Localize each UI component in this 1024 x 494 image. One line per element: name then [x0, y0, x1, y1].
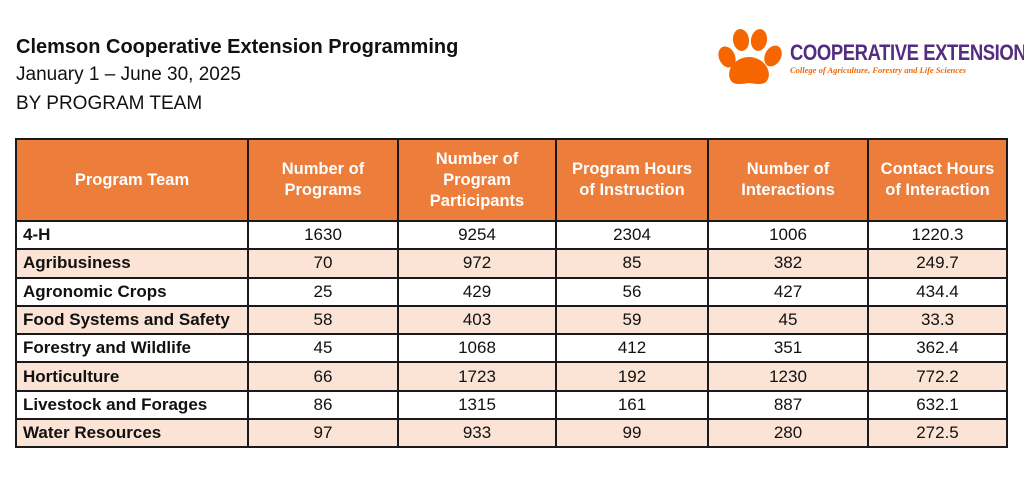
column-header-number-of-participants: Number of Program Participants — [397, 138, 557, 222]
program-team-cell: Water Resources — [15, 418, 249, 449]
grouping-label: BY PROGRAM TEAM — [16, 93, 203, 114]
table-cell: 33.3 — [867, 304, 1008, 336]
table-cell: 66 — [247, 361, 399, 392]
table-cell: 1220.3 — [867, 219, 1008, 251]
table-cell: 280 — [707, 418, 869, 449]
table-cell: 412 — [555, 333, 709, 364]
program-team-cell: Agribusiness — [15, 248, 249, 279]
table-cell: 429 — [397, 276, 557, 307]
table-cell: 70 — [247, 248, 399, 279]
column-header-hours-of-instruction: Program Hours of Instruction — [555, 138, 709, 222]
logo-text: COOPERATIVE EXTENSION College of Agricul… — [790, 39, 1024, 75]
table-row: Livestock and Forages 86 1315 161 887 63… — [15, 389, 1008, 421]
column-header-program-team: Program Team — [15, 138, 249, 222]
column-header-contact-hours: Contact Hours of Interaction — [867, 138, 1008, 222]
table-cell: 59 — [555, 304, 709, 336]
program-team-cell: Horticulture — [15, 361, 249, 392]
title-block: Clemson Cooperative Extension Programmin… — [16, 34, 458, 118]
column-header-number-of-programs: Number of Programs — [247, 138, 399, 222]
table-cell: 434.4 — [867, 276, 1008, 307]
paw-icon — [718, 29, 782, 85]
program-team-cell: Agronomic Crops — [15, 276, 249, 307]
logo-name: COOPERATIVE EXTENSION — [790, 39, 1024, 65]
table-cell: 1723 — [397, 361, 557, 392]
table-cell: 1068 — [397, 333, 557, 364]
table-cell: 972 — [397, 248, 557, 279]
program-team-cell: Forestry and Wildlife — [15, 333, 249, 364]
table-cell: 99 — [555, 418, 709, 449]
table-cell: 2304 — [555, 219, 709, 251]
program-team-cell: Livestock and Forages — [15, 389, 249, 421]
table-cell: 192 — [555, 361, 709, 392]
table-cell: 933 — [397, 418, 557, 449]
table-cell: 362.4 — [867, 333, 1008, 364]
table-cell: 272.5 — [867, 418, 1008, 449]
table-cell: 772.2 — [867, 361, 1008, 392]
table-cell: 249.7 — [867, 248, 1008, 279]
table-cell: 632.1 — [867, 389, 1008, 421]
table-cell: 427 — [707, 276, 869, 307]
table-cell: 97 — [247, 418, 399, 449]
table-cell: 161 — [555, 389, 709, 421]
table-cell: 45 — [707, 304, 869, 336]
table-cell: 382 — [707, 248, 869, 279]
page-title: Clemson Cooperative Extension Programmin… — [16, 36, 459, 58]
table-cell: 9254 — [397, 219, 557, 251]
table-row: Water Resources 97 933 99 280 272.5 — [15, 418, 1008, 449]
table-cell: 45 — [247, 333, 399, 364]
program-team-table: Program Team Number of Programs Number o… — [15, 138, 1008, 449]
table-cell: 58 — [247, 304, 399, 336]
table-cell: 1006 — [707, 219, 869, 251]
cooperative-extension-logo: COOPERATIVE EXTENSION College of Agricul… — [716, 26, 1024, 90]
table-row: Food Systems and Safety 58 403 59 45 33.… — [15, 304, 1008, 336]
program-team-cell: 4-H — [15, 219, 249, 251]
table-cell: 25 — [247, 276, 399, 307]
table-cell: 56 — [555, 276, 709, 307]
table-row: 4-H 1630 9254 2304 1006 1220.3 — [15, 219, 1008, 251]
table-cell: 1230 — [707, 361, 869, 392]
logo-tagline: College of Agriculture, Forestry and Lif… — [790, 64, 967, 75]
table-row: Horticulture 66 1723 192 1230 772.2 — [15, 361, 1008, 392]
column-header-number-of-interactions: Number of Interactions — [707, 138, 869, 222]
table-row: Forestry and Wildlife 45 1068 412 351 36… — [15, 333, 1008, 364]
table-cell: 86 — [247, 389, 399, 421]
table-cell: 1630 — [247, 219, 399, 251]
table-row: Agronomic Crops 25 429 56 427 434.4 — [15, 276, 1008, 307]
table-cell: 887 — [707, 389, 869, 421]
table-cell: 403 — [397, 304, 557, 336]
table-cell: 351 — [707, 333, 869, 364]
program-team-cell: Food Systems and Safety — [15, 304, 249, 336]
table-row: Agribusiness 70 972 85 382 249.7 — [15, 248, 1008, 279]
table-header-row: Program Team Number of Programs Number o… — [15, 138, 1008, 222]
table-cell: 1315 — [397, 389, 557, 421]
table-cell: 85 — [555, 248, 709, 279]
date-range: January 1 – June 30, 2025 — [16, 64, 242, 85]
